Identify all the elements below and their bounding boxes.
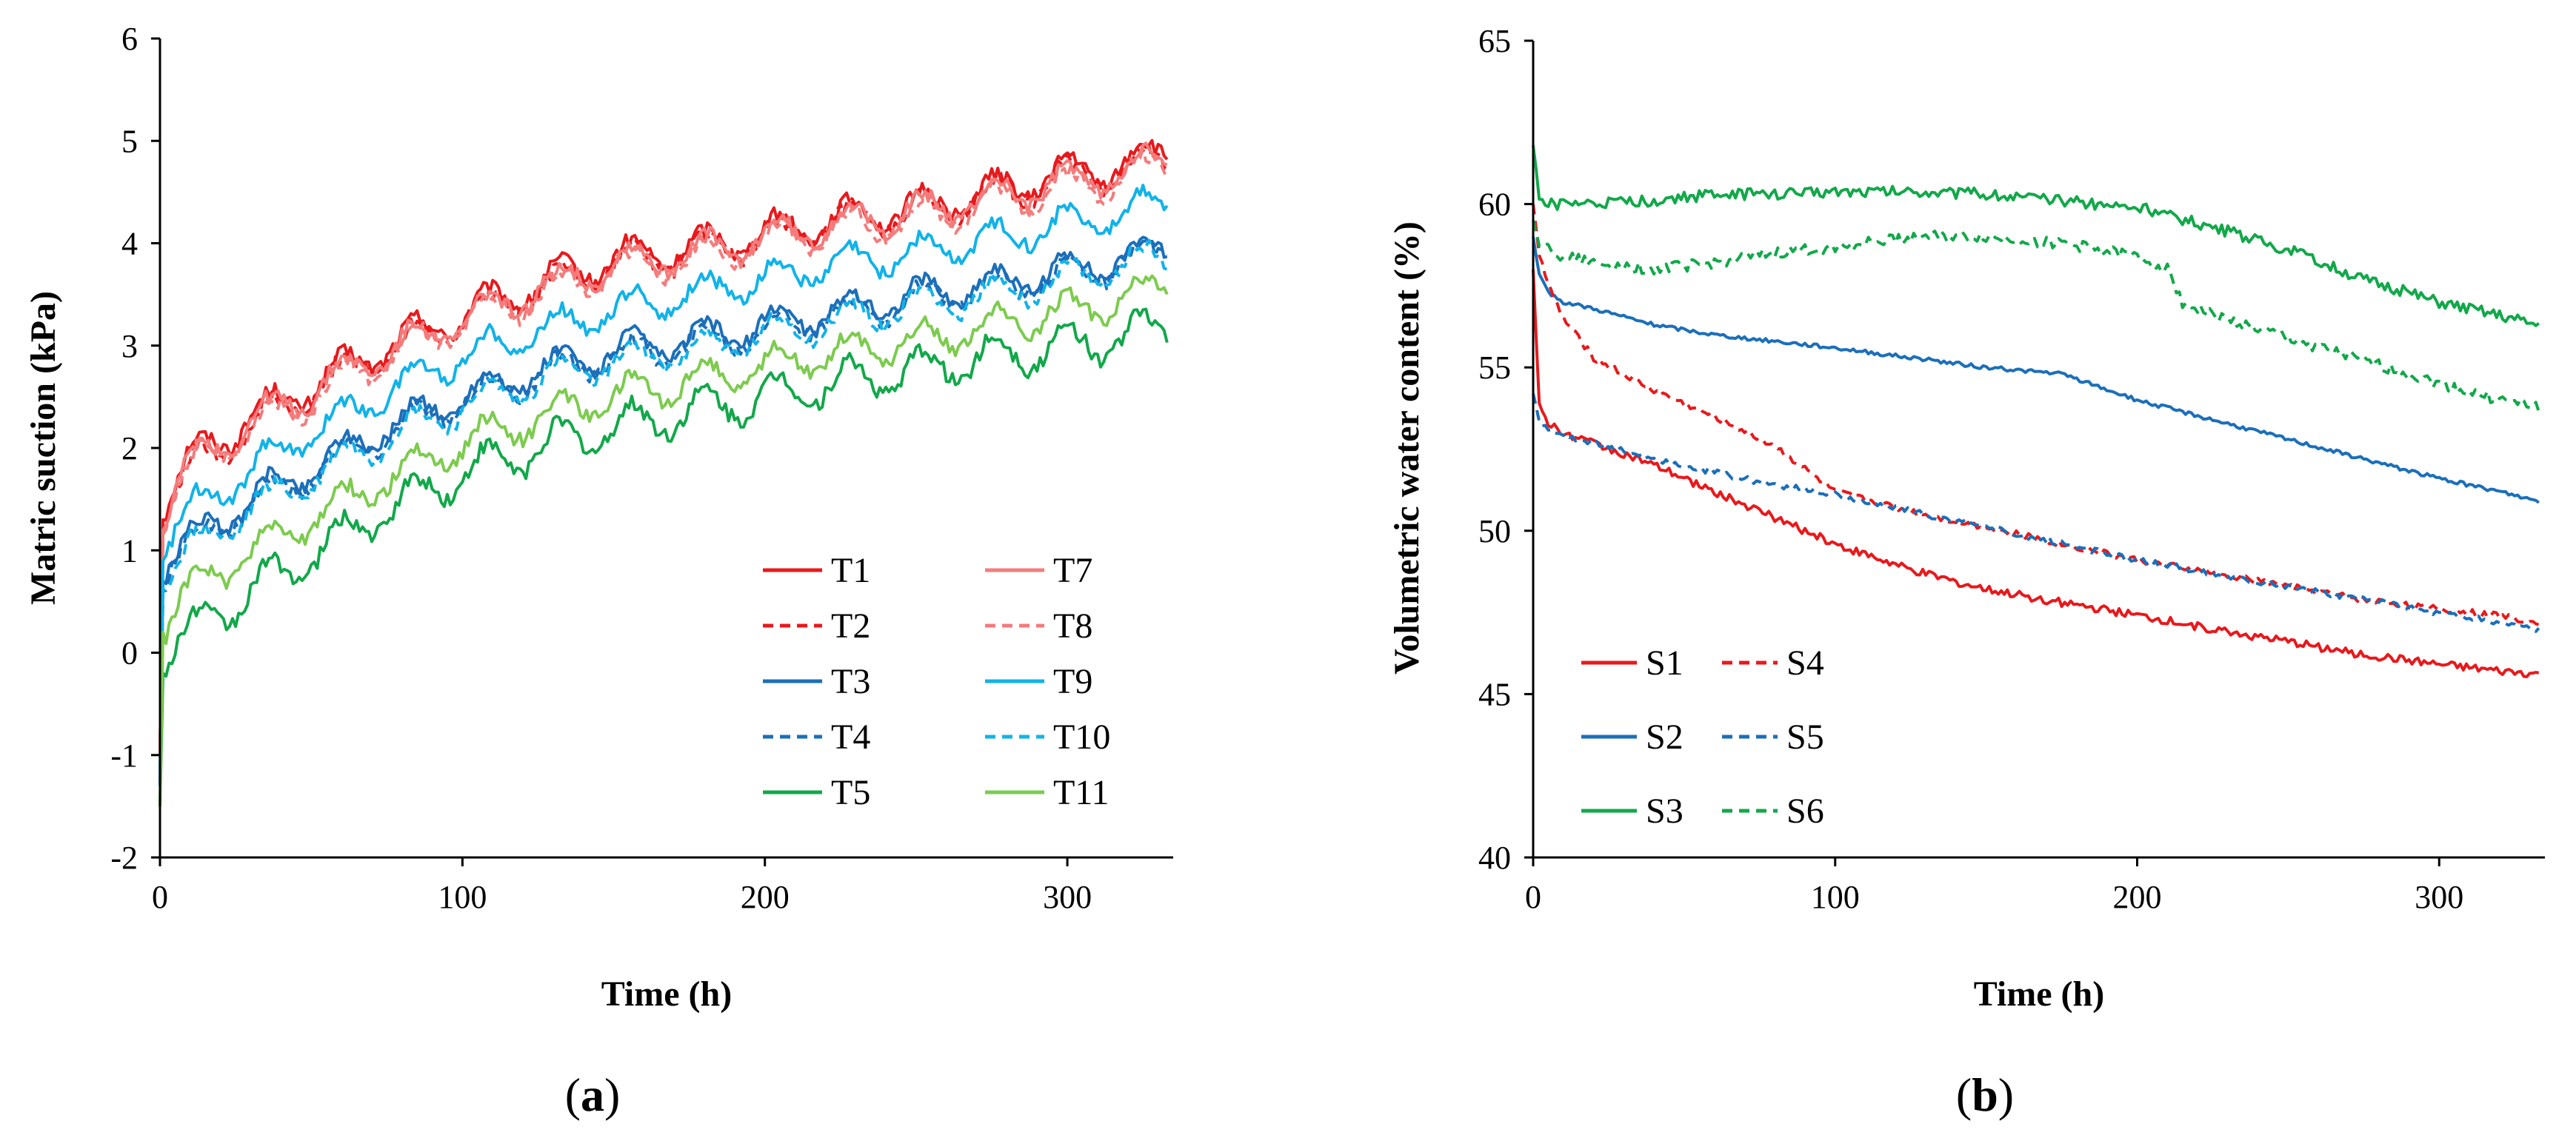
- y-tick-label: 3: [121, 328, 138, 364]
- legend-label-s1: S1: [1646, 643, 1684, 683]
- y-tick-label: 1: [121, 532, 138, 569]
- panel-b-legend: S1 S4 S2 S5 S3 S6: [1581, 643, 1824, 831]
- panel-a-label-close: ): [604, 1068, 620, 1121]
- series-line-t9: [159, 184, 1169, 776]
- series-line-t10: [159, 238, 1168, 786]
- legend-label-t11: T11: [1053, 773, 1110, 812]
- legend-label-s4: S4: [1786, 643, 1824, 683]
- panel-b-label-letter: b: [1972, 1068, 1998, 1121]
- y-tick-label: -2: [110, 840, 138, 876]
- panel-a-x-ticks: 0 100 200 300: [152, 857, 1092, 915]
- y-tick-label: 40: [1478, 840, 1511, 876]
- series-line-t1: [159, 138, 1169, 755]
- panel-b-y-ticks: 40 45 50 55 60 65: [1478, 23, 1533, 876]
- series-line-s4: [1532, 204, 2540, 626]
- y-tick-label: 0: [121, 635, 138, 672]
- panel-b-label: (b): [1956, 1068, 2014, 1121]
- legend-label-t2: T2: [831, 606, 870, 646]
- panel-a-y-axis-title: Matric suction (kPa): [24, 291, 63, 605]
- y-tick-label: 65: [1478, 23, 1511, 59]
- y-tick-label: 5: [121, 123, 138, 159]
- panel-b-label-close: ): [1998, 1068, 2014, 1121]
- x-tick-label: 0: [1525, 879, 1541, 915]
- panel-a-label-letter: a: [581, 1068, 604, 1121]
- panel-a-label: (a): [565, 1068, 621, 1121]
- panel-a-label-open: (: [565, 1068, 581, 1121]
- series-line-t3: [159, 235, 1168, 786]
- x-tick-label: 300: [2415, 879, 2463, 915]
- panel-b-x-ticks: 0 100 200 300: [1525, 857, 2463, 915]
- y-tick-label: 50: [1478, 513, 1511, 549]
- y-tick-label: 45: [1478, 676, 1511, 712]
- legend-label-s5: S5: [1786, 717, 1824, 757]
- x-tick-label: 200: [741, 879, 790, 915]
- panel-b-chart: 40 45 50 55 60 65 0 100 200 300 Time (h) Volumet…: [1387, 23, 2545, 1121]
- y-tick-label: 2: [121, 430, 138, 466]
- panel-a-x-axis-title: Time (h): [601, 974, 732, 1014]
- y-tick-label: -1: [110, 737, 138, 774]
- x-tick-label: 100: [438, 879, 487, 915]
- legend-label-t8: T8: [1053, 606, 1092, 646]
- panel-a-chart: -2 -1 0 1 2 3 4 5 6 0 100 200 300 Time (h) Matric s…: [24, 21, 1173, 1121]
- series-line-s1: [1532, 269, 2540, 678]
- x-tick-label: 200: [2113, 879, 2162, 915]
- series-line-s3: [1532, 144, 2540, 327]
- series-line-t7: [159, 141, 1167, 755]
- legend-label-t7: T7: [1053, 551, 1092, 590]
- panel-b-label-open: (: [1956, 1068, 1972, 1121]
- x-tick-label: 100: [1811, 879, 1860, 915]
- series-line-s2: [1532, 236, 2540, 504]
- legend-label-t4: T4: [831, 717, 870, 757]
- panel-b-series-lines: [1532, 144, 2540, 678]
- panel-a-series-lines: [159, 138, 1169, 806]
- series-line-t2: [159, 144, 1169, 755]
- y-tick-label: 6: [121, 21, 138, 57]
- y-tick-label: 60: [1478, 187, 1511, 223]
- legend-label-t3: T3: [831, 662, 870, 701]
- series-line-t8: [159, 147, 1169, 755]
- legend-label-s3: S3: [1646, 792, 1684, 831]
- legend-label-s2: S2: [1646, 717, 1684, 757]
- legend-label-t5: T5: [831, 773, 870, 812]
- legend-label-t9: T9: [1053, 662, 1092, 701]
- series-line-s6: [1532, 220, 2540, 412]
- y-tick-label: 4: [121, 226, 138, 262]
- legend-label-s6: S6: [1786, 792, 1824, 831]
- series-line-t11: [159, 274, 1169, 806]
- legend-label-t1: T1: [831, 551, 870, 590]
- panel-b-y-axis-title: Volumetric water content (%): [1387, 221, 1427, 675]
- x-tick-label: 300: [1043, 879, 1092, 915]
- series-line-s5: [1532, 393, 2540, 633]
- y-tick-label: 55: [1478, 349, 1511, 386]
- panel-a-legend: T1 T7 T2 T8 T3 T9 T4 T10 T5 T11: [763, 551, 1110, 812]
- panel-b-x-axis-title: Time (h): [1974, 974, 2104, 1014]
- series-line-t5: [159, 307, 1169, 806]
- legend-label-t10: T10: [1053, 717, 1110, 757]
- panel-a-y-ticks: -2 -1 0 1 2 3 4 5 6: [110, 21, 160, 876]
- x-tick-label: 0: [152, 879, 168, 915]
